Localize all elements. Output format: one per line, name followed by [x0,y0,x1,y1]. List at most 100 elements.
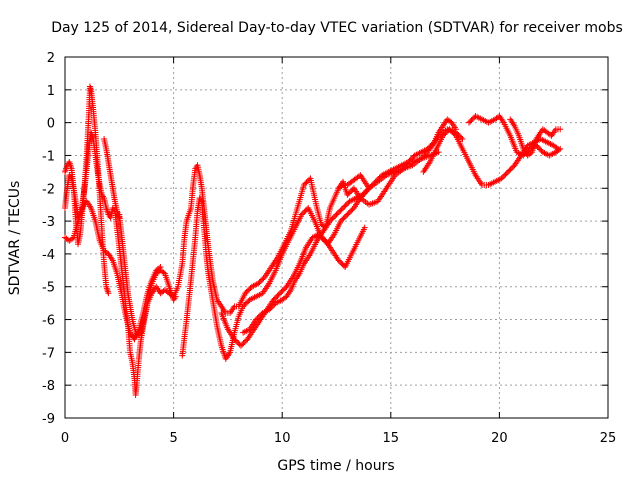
data-point [366,185,373,192]
data-point [278,288,285,295]
data-point [447,127,454,134]
y-axis-label: SDTVAR / TECUs [7,181,23,296]
data-point [326,218,333,225]
y-tick-label: -7 [42,346,55,361]
data-point [334,210,341,217]
data-point [465,119,472,126]
series-trace-l [465,113,564,159]
y-tick-label: -5 [42,281,55,296]
data-point [338,260,345,267]
y-tick-label: -2 [42,182,55,197]
data-point [231,336,238,343]
data-point [244,299,251,306]
x-tick-label: 25 [600,431,617,446]
data-point [103,249,110,256]
data-points [62,83,564,399]
data-point [344,191,351,198]
data-point [537,146,544,153]
series-trace-e [116,211,179,339]
y-tick-label: -1 [42,149,55,164]
data-point [368,182,375,189]
series-trace-j [335,172,373,192]
data-point [362,189,369,196]
data-point [256,279,263,286]
data-point [405,159,412,166]
data-point [348,187,355,194]
data-point [406,157,413,164]
data-point [439,132,446,139]
data-point [242,300,249,307]
data-point [239,341,246,348]
chart-title: Day 125 of 2014, Sidereal Day-to-day VTE… [51,20,623,36]
data-point [332,212,339,219]
data-point [271,295,278,302]
data-point [234,338,241,345]
data-point [503,170,510,177]
series-trace-m [507,116,564,159]
data-point [270,302,277,309]
data-point [330,214,337,221]
data-point [282,294,289,301]
data-point [372,178,379,185]
data-point [257,277,264,284]
data-point [255,280,262,287]
data-point [298,211,305,218]
data-point [302,207,309,214]
data-point [339,261,346,268]
data-point [555,146,562,153]
data-point [429,140,436,147]
data-point [337,207,344,214]
data-point [341,214,348,221]
data-point [335,257,342,264]
data-point [345,190,352,197]
data-point [266,306,273,313]
data-point [452,126,459,133]
data-point [253,316,260,323]
data-point [244,287,251,294]
data-point [344,211,351,218]
data-point [237,342,244,349]
data-point [535,145,542,152]
data-point [69,235,76,242]
data-point [246,286,253,293]
data-point [371,180,378,187]
data-point [339,216,346,223]
data-point [338,183,345,190]
series-trace-d [101,136,123,221]
data-point [557,126,564,133]
data-point [469,115,476,122]
y-tick-label: -8 [42,379,55,394]
data-point [242,290,249,297]
data-point [502,171,509,178]
data-point [268,304,275,311]
data-point [341,203,348,210]
data-point [369,181,376,188]
data-point [346,208,353,215]
y-tick-label: -9 [42,412,55,427]
data-point [547,131,554,138]
data-point [343,212,350,219]
x-tick-label: 10 [274,431,291,446]
data-point [494,114,501,121]
data-point [240,340,247,347]
x-tick-label: 15 [383,431,400,446]
data-point [447,118,454,125]
x-tick-label: 0 [61,431,69,446]
data-point [450,130,457,137]
data-point [273,294,280,301]
x-tick-label: 5 [169,431,177,446]
data-point [280,286,287,293]
data-point [348,207,355,214]
data-point [363,187,370,194]
data-point [468,117,475,124]
data-point [279,287,286,294]
data-point [340,204,347,211]
data-point [427,143,434,150]
data-point [428,141,435,148]
data-point [255,313,262,320]
y-tick-label: 2 [47,51,55,66]
y-tick-label: -4 [42,248,55,263]
y-tick-label: 1 [47,84,55,99]
data-point [259,276,266,283]
